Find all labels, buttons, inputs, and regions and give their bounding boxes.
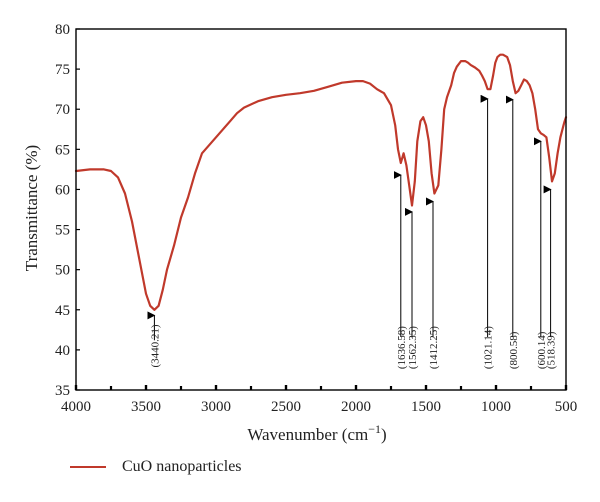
peak-label: (1021.14) <box>483 326 495 369</box>
x-tick-label: 4000 <box>61 399 91 415</box>
x-tick-label: 500 <box>555 399 578 415</box>
x-tick-label: 3000 <box>201 399 231 415</box>
x-axis-label-superscript: −1 <box>368 422 381 436</box>
series-line-cuo <box>74 53 568 311</box>
y-tick-label: 75 <box>55 62 70 78</box>
y-tick-label: 50 <box>55 263 70 279</box>
y-tick-label: 60 <box>55 182 70 198</box>
y-tick-label: 65 <box>55 142 70 158</box>
y-axis-label: Transmittance (%) <box>22 145 41 271</box>
y-tick-label: 70 <box>55 102 70 118</box>
x-axis-label: Wavenumber (cm−1) <box>247 422 386 444</box>
y-tick-label: 55 <box>55 223 70 239</box>
x-tick-label: 1000 <box>481 399 511 415</box>
peak-label: (3440.21) <box>149 324 161 367</box>
plot-frame <box>75 28 567 391</box>
legend: CuO nanoparticles <box>70 458 242 476</box>
y-tick-label: 45 <box>55 303 70 319</box>
y-tick-label: 80 <box>55 22 70 38</box>
peak-label: (800.58) <box>508 331 520 369</box>
legend-label: CuO nanoparticles <box>122 458 242 475</box>
x-tick-label: 3500 <box>131 399 161 415</box>
x-tick-label: 1500 <box>411 399 441 415</box>
peak-label: (600.14) <box>536 331 548 369</box>
peak-label: (518.39) <box>546 331 558 369</box>
x-tick-label: 2000 <box>341 399 371 415</box>
peak-label: (1636.58) <box>396 326 408 369</box>
peak-label: (1562.35) <box>407 326 419 369</box>
x-tick-label: 2500 <box>271 399 301 415</box>
legend-swatch <box>70 466 106 468</box>
y-tick-label: 40 <box>55 343 70 359</box>
y-tick-label: 35 <box>55 383 70 399</box>
peak-label: (1412.25) <box>428 326 440 369</box>
